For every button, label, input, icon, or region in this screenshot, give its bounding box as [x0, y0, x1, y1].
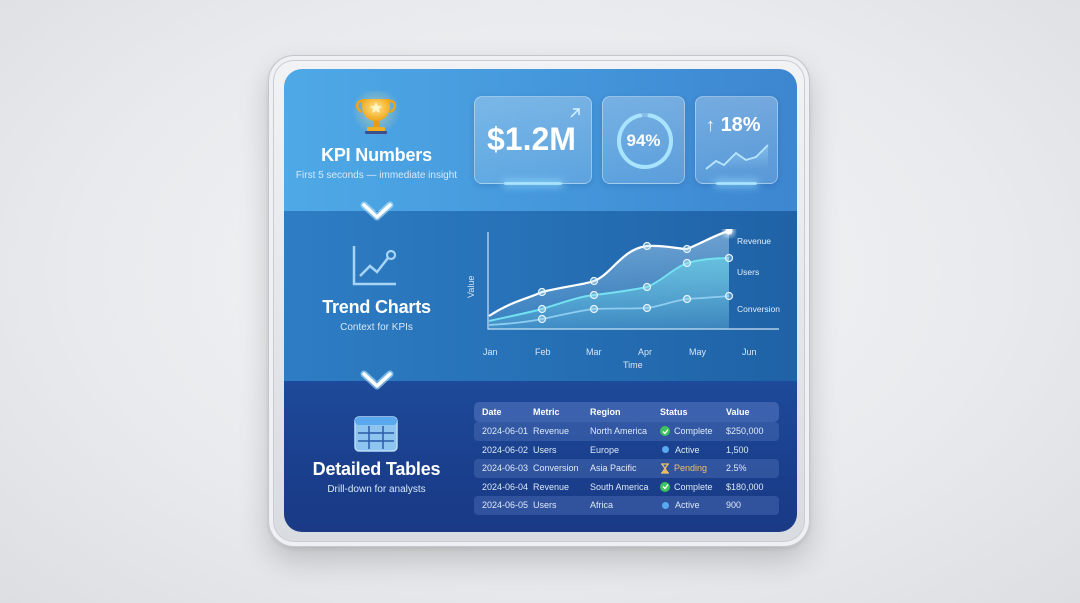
section-title: Trend Charts	[322, 297, 431, 317]
trend-section-label: Trend Charts Context for KPIs	[284, 297, 469, 333]
progress-ring-icon	[617, 113, 673, 170]
legend-revenue: Revenue	[737, 236, 772, 246]
table-row[interactable]: 2024-06-04 Revenue South America Complet…	[474, 478, 779, 497]
column-header[interactable]: Status	[660, 407, 688, 417]
y-axis-label: Value	[466, 275, 476, 298]
column-header[interactable]: Date	[482, 407, 502, 417]
kpi-card-percentage[interactable]: 94%	[602, 96, 685, 184]
cell-date: 2024-06-05	[482, 500, 529, 511]
card-glow	[504, 182, 562, 185]
cell-date: 2024-06-01	[482, 426, 529, 437]
cell-region: Africa	[590, 500, 614, 511]
table-icon	[354, 416, 398, 452]
cell-value: $250,000	[726, 426, 764, 437]
section-subtitle: Context for KPIs	[340, 322, 413, 333]
section-title: Detailed Tables	[312, 459, 441, 479]
cell-metric: Revenue	[533, 426, 570, 437]
card-glow	[716, 182, 757, 185]
hourglass-icon	[661, 463, 669, 474]
cell-date: 2024-06-04	[482, 481, 529, 492]
cell-region: South America	[590, 481, 649, 492]
x-tick: Jun	[742, 347, 757, 357]
table-header: Date Metric Region Status Value	[474, 402, 779, 422]
cell-value: 900	[726, 500, 742, 511]
active-dot-icon	[662, 446, 669, 454]
column-header[interactable]: Region	[590, 407, 621, 417]
x-tick: Feb	[535, 347, 551, 357]
cell-region: Asia Pacific	[590, 463, 637, 474]
check-circle-icon	[660, 426, 670, 437]
cell-metric: Conversion	[533, 463, 579, 474]
arrow-up-icon: ↑	[706, 115, 715, 135]
trophy-icon	[352, 91, 400, 135]
table-row[interactable]: 2024-06-01 Revenue North America Complet…	[474, 422, 779, 441]
kpi-card-growth[interactable]: ↑ 18%	[695, 96, 778, 185]
status-label: Active	[675, 500, 700, 511]
table-row[interactable]: 2024-06-05 Users Africa Active 900	[474, 496, 779, 515]
chevron-down-icon	[360, 201, 394, 221]
table-row[interactable]: 2024-06-02 Users Europe Active 1,500	[474, 441, 779, 460]
cell-value: $180,000	[726, 481, 764, 492]
cell-metric: Users	[533, 500, 557, 511]
kpi-section: KPI Numbers First 5 seconds — immediate …	[284, 69, 797, 211]
trend-section: Trend Charts Context for KPIs	[284, 211, 797, 381]
cell-value: 1,500	[726, 444, 749, 455]
sparkline-icon	[705, 144, 769, 170]
cell-status: Active	[660, 500, 726, 510]
status-label: Complete	[674, 426, 713, 437]
table-row[interactable]: 2024-06-03 Conversion Asia Pacific Pendi…	[474, 459, 779, 478]
column-header[interactable]: Value	[726, 407, 750, 417]
x-tick: May	[689, 347, 707, 357]
trend-line-chart	[487, 229, 779, 330]
dashboard-hierarchy-panel: KPI Numbers First 5 seconds — immediate …	[284, 69, 797, 532]
status-label: Active	[675, 444, 700, 455]
cell-value: 2.5%	[726, 463, 747, 474]
kpi-card-revenue[interactable]: $1.2M	[474, 96, 592, 185]
active-dot-icon	[662, 501, 669, 509]
x-tick: Apr	[638, 347, 653, 357]
status-label: Pending	[674, 463, 708, 474]
x-tick: Mar	[586, 347, 602, 357]
status-label: Complete	[674, 481, 713, 492]
cell-status: Complete	[660, 426, 726, 437]
section-subtitle: First 5 seconds — immediate insight	[295, 170, 458, 181]
cell-metric: Users	[533, 444, 557, 455]
arrow-up-right-icon	[570, 108, 580, 118]
section-title: KPI Numbers	[321, 145, 432, 165]
kpi-value: 18%	[720, 114, 761, 136]
kpi-growth: ↑ 18%	[706, 114, 761, 137]
line-chart-icon	[352, 246, 397, 286]
x-tick: Jan	[483, 347, 498, 357]
x-axis-label: Time	[623, 360, 643, 370]
section-subtitle: Drill-down for analysts	[327, 484, 426, 495]
kpi-value: $1.2M	[487, 121, 576, 157]
cell-status: Complete	[660, 481, 726, 492]
cell-date: 2024-06-02	[482, 444, 529, 455]
kpi-section-label: KPI Numbers First 5 seconds — immediate …	[284, 145, 469, 181]
chevron-down-icon	[360, 370, 394, 390]
cell-status: Pending	[660, 463, 726, 474]
legend-conversion: Conversion	[737, 304, 780, 314]
check-circle-icon	[660, 481, 670, 492]
kpi-value: 94%	[626, 131, 661, 150]
cell-region: North America	[590, 426, 648, 437]
cell-region: Europe	[590, 444, 620, 455]
table-section-label: Detailed Tables Drill-down for analysts	[284, 459, 469, 495]
cell-metric: Revenue	[533, 481, 570, 492]
cell-date: 2024-06-03	[482, 463, 529, 474]
cell-status: Active	[660, 445, 726, 455]
data-table: Date Metric Region Status Value 2024-06-…	[474, 402, 779, 515]
column-header[interactable]: Metric	[533, 407, 560, 417]
table-section: Detailed Tables Drill-down for analysts	[284, 381, 797, 532]
legend-users: Users	[737, 267, 760, 277]
